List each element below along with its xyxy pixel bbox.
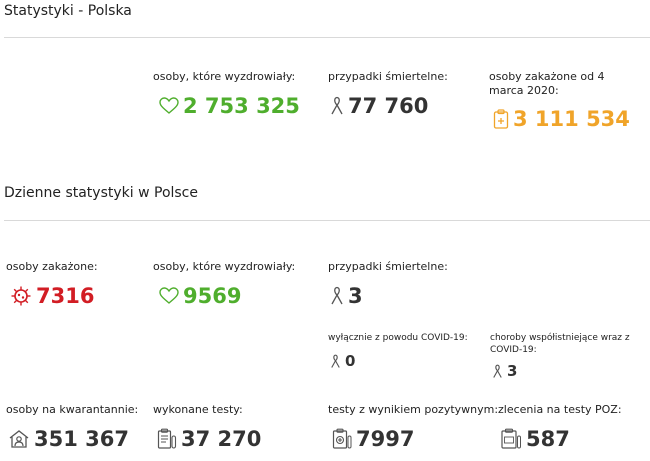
deaths-comorbid-card: choroby współistniejące wraz z COVID-19:… [490,332,645,380]
daily-infected-label: osoby zakażone: [6,260,98,273]
poland-deaths-label: przypadki śmiertelne: [328,70,448,83]
poland-infected-label: osoby zakażone od 4 marca 2020: [489,70,605,97]
poz-orders-label: zlecenia na testy POZ: [498,403,622,416]
deaths-comorbid-value: 3 [507,362,518,380]
daily-recovered-value: 9569 [183,284,242,308]
heart-icon [159,97,179,115]
quarantine-label: osoby na kwarantannie: [6,403,139,416]
positive-tests-card: testy z wynikiem pozytywnym: 7997 [328,403,498,451]
poland-recovered-label: osoby, które wyzdrowiały: [153,70,296,83]
poland-deaths-card: przypadki śmiertelne: 77 760 [328,70,448,118]
tests-value: 37 270 [181,427,262,451]
daily-infected-card: osoby zakażone: 7316 [6,260,98,308]
daily-infected-value: 7316 [36,284,95,308]
deaths-covid-only-value: 0 [345,352,356,370]
poland-deaths-value: 77 760 [348,94,429,118]
poland-infected-card: osoby zakażone od 4 marca 2020: 3 111 53… [489,70,639,131]
house-person-icon [8,429,30,449]
positive-tests-label: testy z wynikiem pozytywnym: [328,403,499,416]
positive-tests-value: 7997 [356,427,415,451]
positive-test-icon [332,428,352,450]
deaths-covid-only-label: wyłącznie z powodu COVID-19: [328,333,468,343]
ribbon-icon [330,96,344,116]
daily-deaths-label: przypadki śmiertelne: [328,260,448,273]
tests-label: wykonane testy: [153,403,243,416]
quarantine-value: 351 367 [34,427,129,451]
clipboard-icon [493,109,509,129]
heart-icon [159,287,179,305]
poland-infected-value: 3 111 534 [513,107,630,131]
poz-orders-value: 587 [526,427,570,451]
poland-recovered-value: 2 753 325 [183,94,300,118]
page-title: Statystyki - Polska [4,3,132,19]
poland-recovered-card: osoby, które wyzdrowiały: 2 753 325 [153,70,300,118]
tests-card: wykonane testy: 37 270 [153,403,261,451]
daily-recovered-label: osoby, które wyzdrowiały: [153,260,296,273]
virus-icon [10,285,32,307]
ribbon-icon [330,354,341,369]
quarantine-card: osoby na kwarantannie: 351 367 [6,403,138,451]
section-divider [4,220,650,221]
section-divider [4,37,650,38]
daily-section-title: Dzienne statystyki w Polsce [4,185,198,201]
daily-deaths-card: przypadki śmiertelne: 3 [328,260,448,308]
daily-recovered-card: osoby, które wyzdrowiały: 9569 [153,260,295,308]
ribbon-icon [330,286,344,306]
poz-order-icon [500,428,522,450]
poz-orders-card: zlecenia na testy POZ: 587 [498,403,622,451]
test-report-icon [157,428,177,450]
daily-deaths-value: 3 [348,284,363,308]
deaths-comorbid-label: choroby współistniejące wraz z COVID-19: [490,333,630,355]
deaths-covid-only-card: wyłącznie z powodu COVID-19: 0 [328,332,468,370]
ribbon-icon [492,364,503,379]
